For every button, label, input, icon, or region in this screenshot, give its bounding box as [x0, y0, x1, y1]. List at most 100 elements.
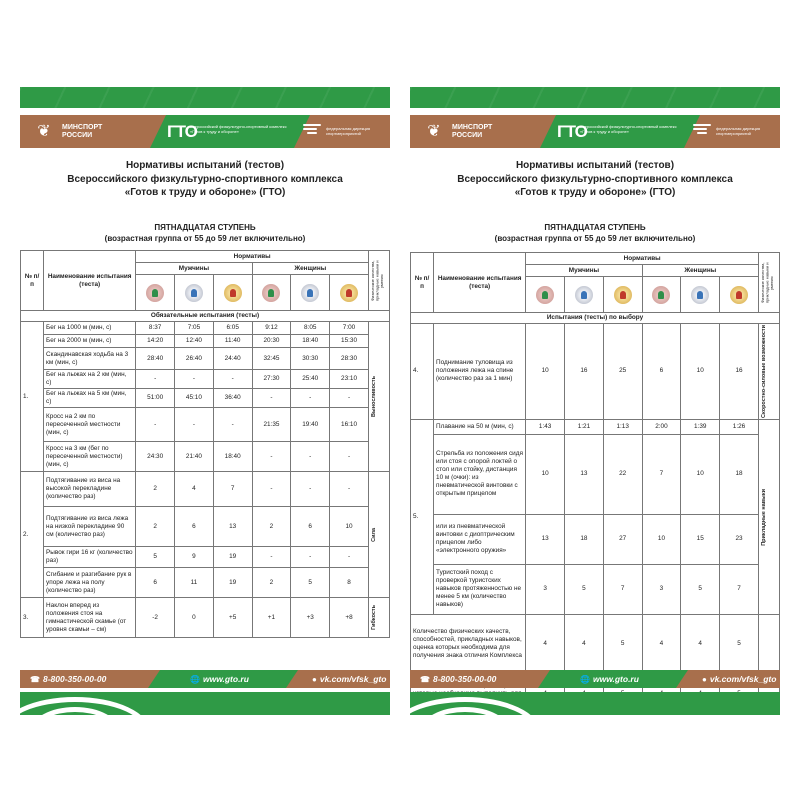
table-row: Бег на лыжах на 2 км (мин, с) - - -27:30 25:… [21, 369, 390, 389]
table-row: 4. Поднимание туловища из положения лежа … [409, 323, 781, 420]
summary-value: 5 [602, 613, 643, 675]
vk-link[interactable]: ● vk.com/vfsk_gto [702, 673, 776, 686]
quality-label: Прикладные навыки [760, 488, 767, 546]
norm-value: +1 [251, 597, 292, 638]
men-header: Мужчины [135, 262, 253, 275]
gold-badge-icon [223, 283, 242, 302]
norm-value: 14:20 [135, 334, 176, 348]
qualities-header: Физические качества, прикладные навыки и… [757, 252, 781, 313]
test-name: Плавание на 50 м (мин, с) [433, 418, 527, 435]
norm-value: 10 [525, 323, 566, 420]
website-link[interactable]: 🌐 www.gto.ru [190, 673, 249, 686]
test-name: Сгибание и разгибание рук в упоре лежа н… [43, 567, 137, 598]
title-line: Всероссийского физкультурно-спортивного … [457, 173, 733, 185]
document-title: Нормативы испытаний (тестов) Всероссийск… [410, 159, 780, 200]
norm-value: - [212, 369, 253, 389]
norm-value: +3 [290, 597, 331, 638]
contacts-bar: ☎ 8-800-350-00-00 🌐 www.gto.ru ● vk.com/vfs… [20, 670, 390, 688]
norm-value: - [290, 441, 331, 472]
norm-value: 1:21 [564, 418, 604, 435]
directorate-logo-text: федеральная дирекция спортмероприятий [716, 126, 761, 136]
norm-value: 18:40 [212, 441, 253, 472]
norm-value: 10 [641, 513, 682, 565]
norm-value: 10 [329, 506, 369, 547]
norm-value: 32:45 [251, 347, 292, 370]
contacts-bar: ☎ 8-800-350-00-00 🌐 www.gto.ru ● vk.com/vfs… [410, 670, 780, 688]
table-row: 2. Подтягивание из виса на высокой перекл… [19, 471, 391, 598]
test-name: или из пневматической винтовки с диоптри… [433, 513, 527, 565]
norm-value: +5 [212, 597, 253, 638]
section-header: Испытания (тесты) по выбору [410, 312, 780, 324]
norm-value: 51:00 [135, 388, 176, 408]
gto-logo-text: Всероссийский физкультурно-спортивный ко… [580, 124, 677, 134]
badge-cell [641, 276, 682, 313]
vk-link[interactable]: ● vk.com/vfsk_gto [312, 673, 386, 686]
norm-value: 19 [212, 546, 253, 568]
norm-value: 7 [641, 433, 682, 515]
test-number: 4. [409, 323, 435, 420]
summary-value: 4 [564, 613, 604, 675]
table-row: Подтягивание из виса лежа на низкой пере… [21, 506, 390, 547]
silver-badge-icon [691, 285, 710, 304]
gto-logo-text: Всероссийский физкультурно-спортивный ко… [190, 124, 287, 134]
website-link[interactable]: 🌐 www.gto.ru [580, 673, 639, 686]
table-row: Бег на 2000 м (мин, с) 14:20 12:40 11:40 20:… [21, 334, 390, 348]
men-header: Мужчины [525, 264, 643, 277]
norm-value: 10 [680, 433, 721, 515]
logo-bar: ❦ МИНСПОРТ РОССИИ ГТО Всероссийский физк… [410, 115, 780, 148]
badge-cell [680, 276, 721, 313]
globe-icon: 🌐 [580, 675, 590, 684]
test-name: Кросс на 3 км (бег по пересеченной местн… [43, 441, 137, 472]
decorative-bottom-band [20, 692, 390, 715]
norm-value: 20:30 [251, 334, 292, 348]
bronze-badge-icon [536, 285, 555, 304]
age-group: (возрастная группа от 55 до 59 лет включ… [104, 234, 306, 243]
norm-value: 5 [290, 567, 331, 598]
quality-cell: Гибкость [367, 597, 391, 638]
norm-value: - [329, 471, 369, 507]
silver-badge-icon [184, 283, 203, 302]
directorate-logo-icon [693, 124, 711, 138]
norm-value: 7:05 [174, 321, 214, 335]
norm-value: 2:00 [641, 418, 682, 435]
norm-value: - [290, 546, 331, 568]
norm-value: - [251, 471, 292, 507]
step-heading: ПЯТНАДЦАТАЯ СТУПЕНЬ (возрастная группа о… [20, 222, 390, 244]
vk-icon: ● [702, 675, 707, 684]
document-page: ❦ МИНСПОРТ РОССИИ ГТО Всероссийский физк… [409, 0, 781, 800]
gto-logo: ГТО [167, 122, 198, 141]
norm-value: 16 [719, 323, 759, 420]
summary-value: 4 [641, 613, 682, 675]
phone-contact: ☎ 8-800-350-00-00 [420, 673, 496, 686]
table-row: Сгибание и разгибание рук в упоре лежа н… [21, 567, 390, 598]
norm-value: - [251, 388, 292, 408]
title-line: Всероссийского физкультурно-спортивного … [67, 173, 343, 185]
table-row: Стрельба из положения сидя или стоя с оп… [411, 433, 780, 515]
test-name: Бег на лыжах на 5 км (мин, с) [43, 388, 137, 408]
norm-value: 3 [525, 563, 566, 615]
table-row: 5. Плавание на 50 м (мин, с) 1:43 1:21 1:13 2… [409, 418, 781, 615]
test-number: 2. [19, 471, 45, 598]
badge-cell [564, 276, 604, 313]
norm-value: 18:40 [290, 334, 331, 348]
test-name: Туристский поход с проверкой туристских … [433, 563, 527, 615]
test-name: Бег на 1000 м (мин, с) [43, 321, 137, 335]
norm-value: 16:10 [329, 407, 369, 442]
norm-value: 9 [174, 546, 214, 568]
ministry-logo-text: МИНСПОРТ РОССИИ [62, 124, 103, 139]
test-name: Бег на 2000 м (мин, с) [43, 334, 137, 348]
table-row: Рывок гири 16 кг (количество раз) 5 9 19- - - [21, 546, 390, 568]
table-row: Кросс на 3 км (бег по пересеченной местн… [21, 441, 390, 472]
quality-label: Выносливость [370, 376, 377, 417]
norm-value: 7:00 [329, 321, 369, 335]
norm-value: 24:40 [212, 347, 253, 370]
vk-text: vk.com/vfsk_gto [319, 674, 387, 684]
badge-cell [525, 276, 566, 313]
norm-value: 9:12 [251, 321, 292, 335]
logo-bar: ❦ МИНСПОРТ РОССИИ ГТО Всероссийский физк… [20, 115, 390, 148]
norm-value: - [290, 388, 331, 408]
norm-value: 25 [602, 323, 643, 420]
norm-value: 0 [174, 597, 214, 638]
norm-value: 27:30 [251, 369, 292, 389]
decorative-bottom-band [410, 692, 780, 715]
